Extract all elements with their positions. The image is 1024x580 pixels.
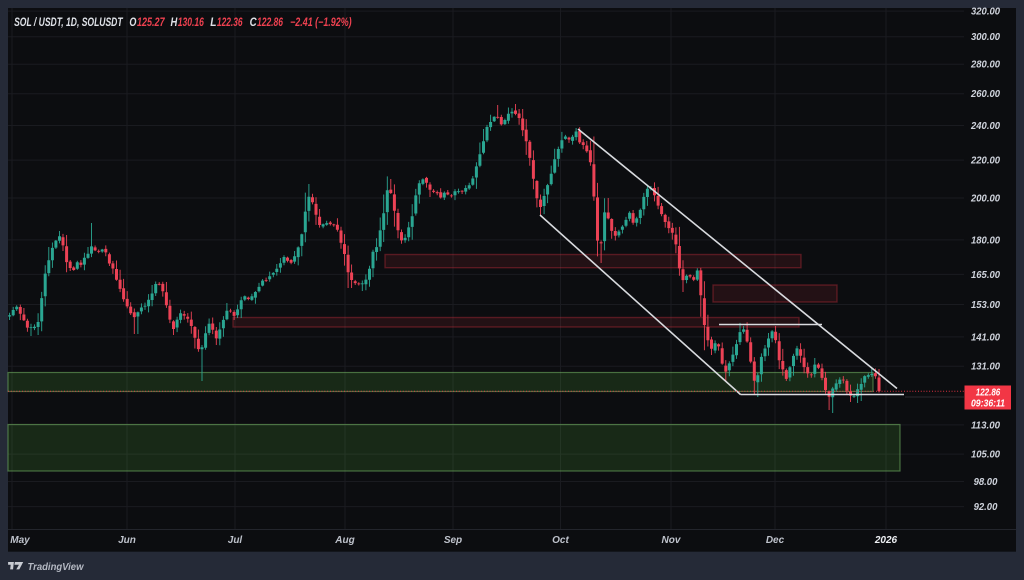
svg-text:Jun: Jun [118, 535, 136, 546]
svg-text:260.00: 260.00 [970, 89, 1000, 100]
svg-text:300.00: 300.00 [971, 32, 1000, 43]
svg-text:C: C [250, 17, 258, 29]
svg-text:−2.41 (−1.92%): −2.41 (−1.92%) [290, 17, 352, 29]
svg-text:125.27: 125.27 [137, 17, 165, 29]
svg-text:240.00: 240.00 [970, 121, 1000, 132]
svg-text:220.00: 220.00 [970, 156, 1000, 167]
svg-text:122.86: 122.86 [976, 388, 1001, 399]
svg-text:2026: 2026 [874, 535, 898, 546]
svg-text:92.00: 92.00 [974, 502, 998, 513]
svg-text:113.00: 113.00 [971, 420, 1000, 431]
svg-text:L: L [210, 17, 216, 29]
svg-text:Dec: Dec [766, 535, 785, 546]
svg-text:105.00: 105.00 [971, 450, 1000, 461]
svg-text:Sep: Sep [444, 535, 462, 546]
svg-text:May: May [10, 535, 30, 546]
svg-text:122.36: 122.36 [217, 17, 243, 29]
svg-text:SOL / USDT, 1D, SOLUSDT: SOL / USDT, 1D, SOLUSDT [14, 17, 123, 29]
svg-text:141.00: 141.00 [971, 332, 1000, 343]
svg-text:Nov: Nov [662, 535, 682, 546]
svg-text:98.00: 98.00 [974, 477, 998, 488]
svg-text:131.00: 131.00 [971, 362, 1000, 373]
svg-text:Jul: Jul [228, 535, 243, 546]
svg-text:130.16: 130.16 [178, 17, 205, 29]
svg-text:Oct: Oct [552, 535, 569, 546]
svg-text:122.86: 122.86 [257, 17, 283, 29]
svg-text:320.00: 320.00 [971, 7, 1000, 18]
svg-text:O: O [129, 17, 136, 29]
svg-text:TradingView: TradingView [28, 561, 85, 573]
svg-text:H: H [171, 17, 178, 29]
svg-text:280.00: 280.00 [970, 60, 1000, 71]
svg-text:09:36:11: 09:36:11 [971, 399, 1005, 410]
svg-text:180.00: 180.00 [971, 235, 1000, 246]
svg-text:153.00: 153.00 [971, 300, 1000, 311]
svg-text:Aug: Aug [334, 535, 354, 546]
svg-text:200.00: 200.00 [970, 193, 1000, 204]
svg-text:165.00: 165.00 [971, 270, 1000, 281]
